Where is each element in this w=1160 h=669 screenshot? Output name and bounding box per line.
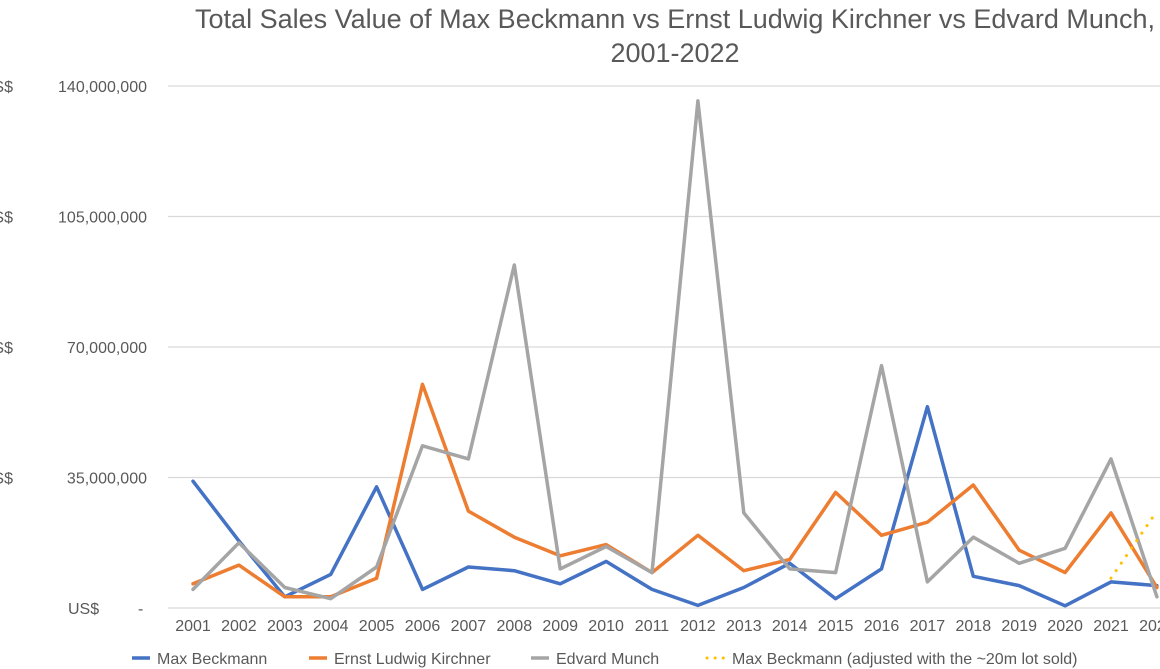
series-line-1 xyxy=(191,404,1159,608)
y-tick-currency: US$ xyxy=(0,340,13,357)
x-tick-label: 2002 xyxy=(221,618,257,635)
x-tick-label: 2013 xyxy=(726,618,762,635)
y-tick-currency: US$ xyxy=(0,210,13,227)
legend-label: Max Beckmann (adjusted with the ~20m lot… xyxy=(732,651,1078,668)
y-tick-currency: US$ xyxy=(68,601,99,618)
legend-label: Max Beckmann xyxy=(157,651,267,668)
x-tick-label: 2012 xyxy=(680,618,716,635)
chart-title-line-2: 2001-2022 xyxy=(610,38,740,68)
x-tick-label: 2016 xyxy=(864,618,900,635)
x-tick-label: 2022 xyxy=(1139,618,1160,635)
chart-title-line-1: Total Sales Value of Max Beckmann vs Ern… xyxy=(195,4,1155,34)
x-tick-label: 2015 xyxy=(818,618,854,635)
y-tick-label: 105,000,000 xyxy=(58,210,147,227)
series-line-2 xyxy=(191,382,1159,599)
x-tick-label: 2003 xyxy=(267,618,303,635)
legend-label: Edvard Munch xyxy=(556,651,659,668)
y-tick-currency: US$ xyxy=(0,79,13,96)
x-tick-label: 2014 xyxy=(772,618,808,635)
x-tick-label: 2008 xyxy=(497,618,533,635)
x-tick-label: 2018 xyxy=(956,618,992,635)
y-tick-currency: US$ xyxy=(0,471,13,488)
y-tick-label: - xyxy=(138,601,143,618)
x-tick-label: 2019 xyxy=(1001,618,1037,635)
x-tick-label: 2021 xyxy=(1093,618,1129,635)
x-tick-label: 2011 xyxy=(635,618,670,635)
x-tick-label: 2004 xyxy=(313,618,349,635)
x-tick-label: 2006 xyxy=(405,618,441,635)
x-tick-label: 2005 xyxy=(359,618,395,635)
gridlines xyxy=(168,85,1160,609)
x-tick-label: 2001 xyxy=(175,618,211,635)
series-line-3 xyxy=(191,99,1159,601)
legend-label: Ernst Ludwig Kirchner xyxy=(334,651,491,668)
legend: Max Beckmann Ernst Ludwig Kirchner Edvard … xyxy=(132,651,1078,668)
y-tick-label: 140,000,000 xyxy=(58,79,147,96)
x-tick-label: 2017 xyxy=(910,618,946,635)
x-tick-label: 2007 xyxy=(451,618,487,635)
series-lines xyxy=(191,99,1159,608)
y-axis-labels: US$ 140,000,000 US$ 105,000,000 US$ 70,000,00… xyxy=(0,79,147,618)
x-tick-label: 2009 xyxy=(542,618,578,635)
x-tick-label: 2020 xyxy=(1047,618,1083,635)
chart-title: Total Sales Value of Max Beckmann vs Ern… xyxy=(100,2,1160,70)
y-tick-label: 35,000,000 xyxy=(67,471,147,488)
y-tick-label: 70,000,000 xyxy=(67,340,147,357)
x-tick-label: 2010 xyxy=(588,618,624,635)
x-axis-labels: 2001 2002 2003 2004 2005 2006 2007 2008 2009 2010… xyxy=(175,618,1160,635)
